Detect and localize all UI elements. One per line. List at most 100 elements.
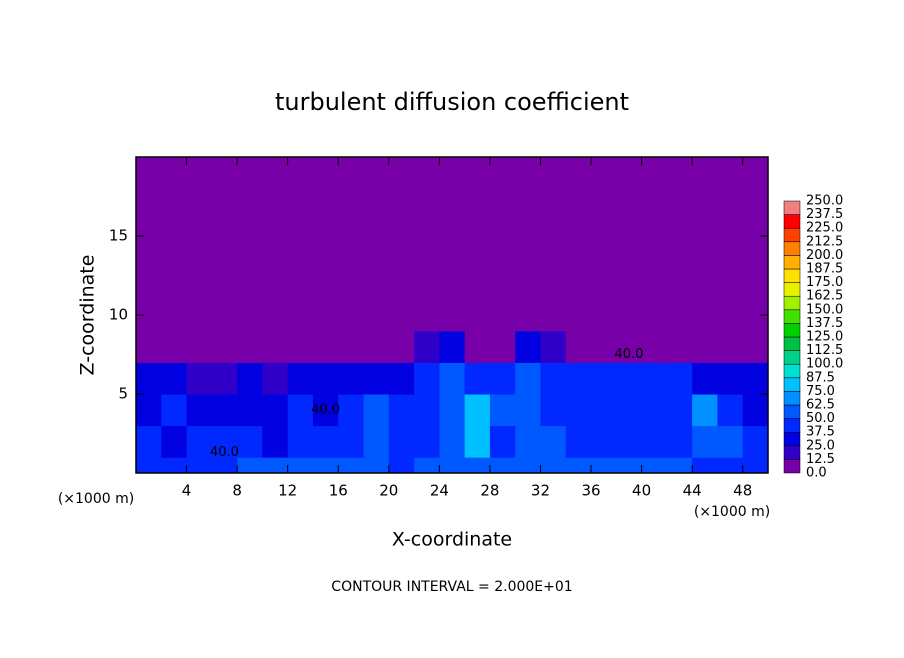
heat-cell bbox=[666, 457, 693, 474]
colorbar-label: 175.0 bbox=[806, 275, 843, 290]
heat-cell bbox=[616, 330, 643, 363]
x-tick-label: 36 bbox=[581, 482, 600, 500]
heat-cell bbox=[591, 157, 617, 332]
heat-cell bbox=[565, 425, 592, 458]
colorbar-band bbox=[783, 445, 801, 460]
heat-cell bbox=[591, 362, 617, 395]
heat-cell bbox=[692, 362, 718, 395]
colorbar-label: 225.0 bbox=[806, 221, 843, 236]
heat-cell bbox=[312, 394, 339, 427]
heat-cell bbox=[464, 157, 491, 332]
heat-cell bbox=[287, 157, 314, 332]
heat-cell bbox=[414, 157, 440, 332]
x-tick-label: 44 bbox=[683, 482, 702, 500]
heat-cell bbox=[161, 394, 188, 427]
heat-cell bbox=[262, 394, 289, 427]
colorbar-band bbox=[783, 336, 801, 351]
colorbar-band bbox=[783, 227, 801, 243]
heat-cell bbox=[136, 457, 162, 474]
heat-cell bbox=[211, 157, 238, 332]
colorbar-band bbox=[783, 241, 801, 256]
heat-cell bbox=[211, 330, 238, 363]
contour-label: 40.0 bbox=[614, 347, 643, 362]
colorbar-band bbox=[783, 459, 801, 474]
x-tick-label: 28 bbox=[480, 482, 499, 500]
heat-cell bbox=[464, 425, 491, 458]
colorbar-label: 162.5 bbox=[806, 289, 843, 304]
chart-title: turbulent diffusion coefficient bbox=[275, 88, 629, 116]
heat-cell bbox=[515, 362, 541, 395]
heat-cell bbox=[464, 362, 491, 395]
colorbar-band bbox=[783, 295, 801, 311]
heat-cell bbox=[515, 425, 541, 458]
colorbar-band bbox=[783, 255, 801, 270]
colorbar-band bbox=[783, 404, 801, 419]
heat-cell bbox=[136, 362, 162, 395]
heat-cell bbox=[363, 362, 390, 395]
heat-cell bbox=[287, 362, 314, 395]
heat-cell bbox=[515, 330, 541, 363]
heat-cell bbox=[312, 457, 339, 474]
heat-cell bbox=[439, 157, 466, 332]
heat-cell bbox=[338, 362, 365, 395]
heat-cell bbox=[338, 330, 365, 363]
colorbar-band bbox=[783, 282, 801, 297]
heat-cell bbox=[616, 362, 643, 395]
heat-cell bbox=[692, 425, 718, 458]
x-unit: (×1000 m) bbox=[58, 491, 134, 507]
colorbar-band bbox=[783, 391, 801, 406]
x-tick-label: 24 bbox=[430, 482, 449, 500]
heat-cell bbox=[565, 394, 592, 427]
x-tick-label: 16 bbox=[329, 482, 348, 500]
colorbar-label: 250.0 bbox=[806, 194, 843, 209]
heat-cell bbox=[312, 425, 339, 458]
heat-cell bbox=[641, 457, 668, 474]
x-tick-label: 8 bbox=[232, 482, 242, 500]
heat-cell bbox=[666, 330, 693, 363]
heat-cell bbox=[616, 394, 643, 427]
heat-cell bbox=[161, 362, 188, 395]
heat-cell bbox=[742, 425, 769, 458]
heat-cell bbox=[262, 362, 289, 395]
heat-cell bbox=[439, 362, 466, 395]
colorbar-label: 112.5 bbox=[806, 343, 843, 358]
heat-cell bbox=[666, 425, 693, 458]
heat-cell bbox=[312, 330, 339, 363]
heat-cell bbox=[338, 394, 365, 427]
heat-cell bbox=[666, 394, 693, 427]
colorbar-label: 25.0 bbox=[806, 438, 835, 453]
heat-cell bbox=[211, 457, 238, 474]
heat-cell bbox=[515, 457, 541, 474]
heat-cell bbox=[237, 457, 263, 474]
colorbar-band bbox=[783, 377, 801, 392]
colorbar-label: 200.0 bbox=[806, 248, 843, 263]
heat-cell bbox=[565, 362, 592, 395]
heat-cell bbox=[287, 457, 314, 474]
heat-cell bbox=[742, 457, 769, 474]
colorbar-band bbox=[783, 350, 801, 365]
heat-cell bbox=[464, 457, 491, 474]
heat-cell bbox=[464, 394, 491, 427]
heat-cell bbox=[186, 362, 213, 395]
heat-cell bbox=[540, 394, 567, 427]
heat-cell bbox=[489, 330, 516, 363]
heat-cell bbox=[489, 457, 516, 474]
heat-cell bbox=[641, 157, 668, 332]
heat-cell bbox=[186, 457, 213, 474]
heat-cell bbox=[237, 330, 263, 363]
heat-cell bbox=[312, 157, 339, 332]
colorbar-label: 50.0 bbox=[806, 411, 835, 426]
colorbar-label: 0.0 bbox=[806, 466, 827, 481]
x-tick-label: 32 bbox=[531, 482, 550, 500]
colorbar-label: 12.5 bbox=[806, 452, 835, 467]
heat-cell bbox=[186, 330, 213, 363]
heat-cell bbox=[616, 157, 643, 332]
heat-cell bbox=[616, 457, 643, 474]
heat-cell bbox=[692, 330, 718, 363]
heat-cell bbox=[136, 157, 162, 332]
colorbar-band bbox=[783, 323, 801, 338]
heat-cell bbox=[338, 425, 365, 458]
heat-cell bbox=[717, 394, 744, 427]
colorbar-label: 137.5 bbox=[806, 316, 843, 331]
heat-cell bbox=[186, 157, 213, 332]
